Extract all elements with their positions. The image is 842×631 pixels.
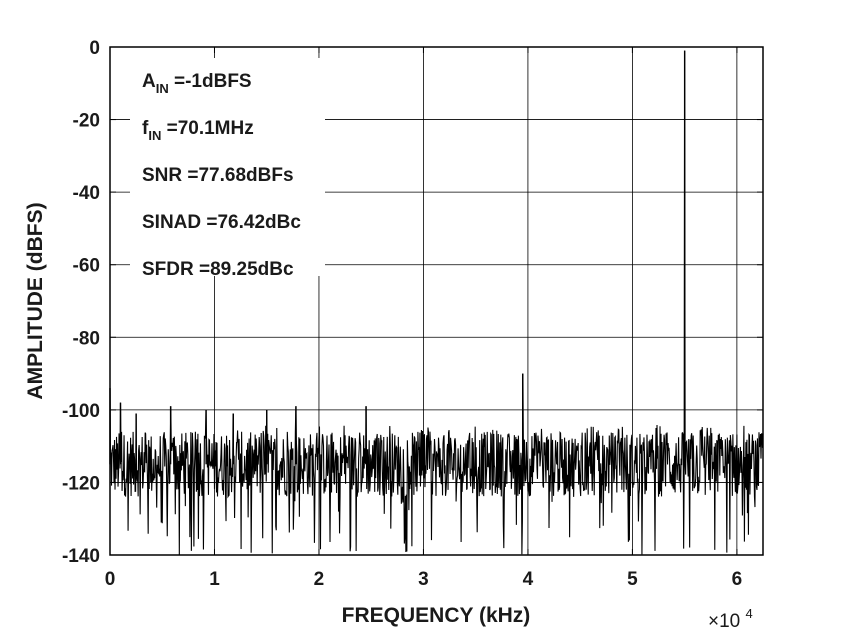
annotation-line: AIN =-1dBFS — [142, 71, 252, 96]
x-tick-label: 4 — [523, 569, 534, 590]
x-tick-label: 1 — [209, 569, 220, 590]
x-tick-label: 3 — [418, 569, 429, 590]
annotation-value: =70.1MHz — [161, 118, 253, 139]
x-multiplier-base: ×10 — [708, 611, 740, 631]
y-tick-label: -20 — [73, 111, 100, 132]
y-tick-label: -120 — [62, 473, 100, 494]
axis-ticks: 0 1 2 3 4 5 6 0 -20 -40 -60 -80 -100 -120 -140 — [62, 38, 763, 590]
annotation-line: fIN =70.1MHz — [142, 118, 254, 143]
annotation-box — [130, 58, 325, 276]
x-tick-label: 6 — [732, 569, 743, 590]
x-tick-label: 2 — [314, 569, 325, 590]
annotation-subscript: IN — [156, 81, 169, 96]
y-tick-label: -60 — [73, 256, 100, 277]
x-tick-label: 5 — [627, 569, 638, 590]
annotation-subscript: IN — [148, 128, 161, 143]
y-tick-label: -100 — [62, 401, 100, 422]
x-axis-label: FREQUENCY (kHz) — [342, 604, 531, 627]
x-tick-label: 0 — [105, 569, 116, 590]
plot-frame — [109, 46, 764, 556]
annotation-main: SNR =77.68dBFs — [142, 165, 294, 186]
annotation-line: SFDR =89.25dBc — [142, 259, 294, 280]
x-multiplier-exponent: 4 — [746, 606, 753, 621]
annotation-main: A — [142, 71, 156, 92]
annotation-main: SFDR =89.25dBc — [142, 259, 294, 280]
y-axis-label: AMPLITUDE (dBFS) — [24, 202, 47, 399]
annotation-main: f — [142, 118, 149, 139]
y-tick-label: 0 — [89, 38, 100, 59]
annotation-line: SNR =77.68dBFs — [142, 165, 294, 186]
x-axis-multiplier: ×10 4 — [708, 606, 753, 631]
spectrum-line — [109, 50, 764, 555]
annotation-line: SINAD =76.42dBc — [142, 212, 301, 233]
annotation-value: =-1dBFS — [169, 71, 252, 92]
annotation-main: SINAD =76.42dBc — [142, 212, 301, 233]
y-tick-label: -140 — [62, 546, 100, 567]
y-tick-label: -40 — [73, 183, 100, 204]
y-tick-label: -80 — [73, 328, 100, 349]
